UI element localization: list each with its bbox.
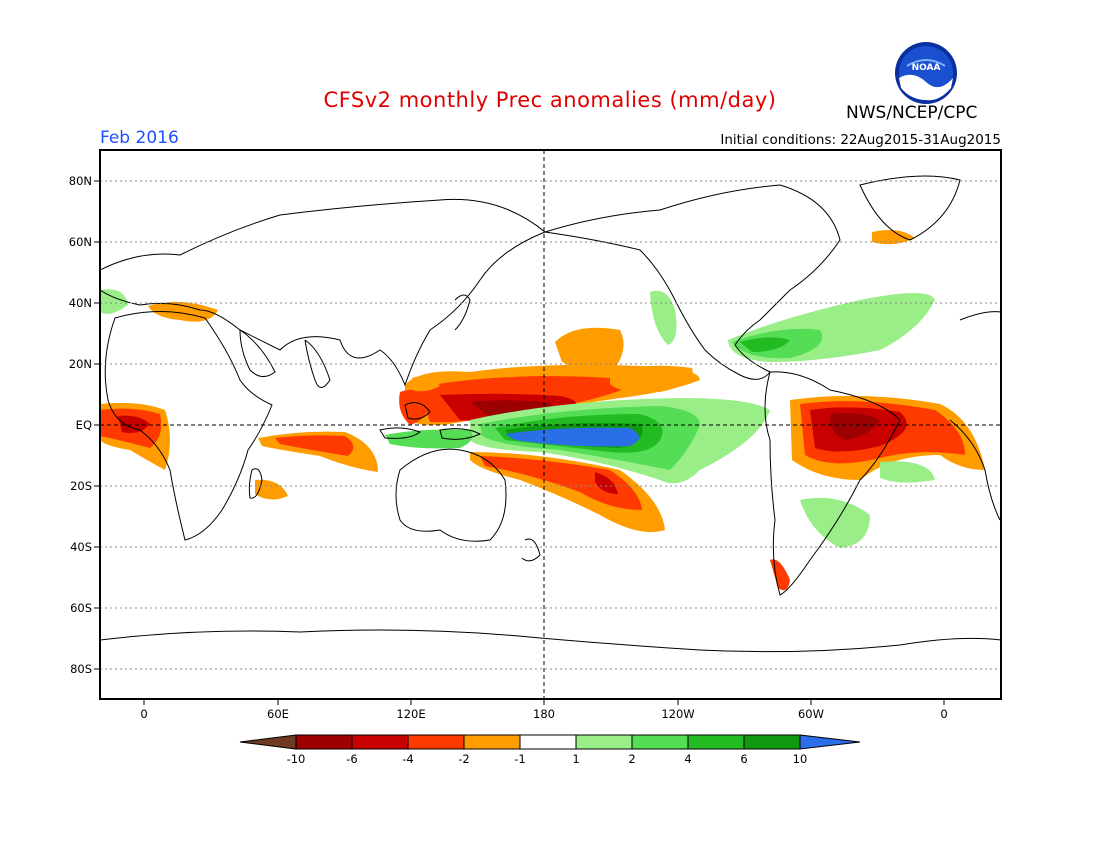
colorbar-label: 4 — [684, 752, 691, 766]
colorbar: -10 -6 -4 -2 -1 1 2 4 6 10 — [239, 734, 861, 766]
lat-label: 60N — [69, 235, 92, 249]
lon-label: 120W — [661, 707, 694, 721]
colorbar-label: -6 — [346, 752, 357, 766]
lat-label: 20S — [70, 479, 92, 493]
lon-label: 60W — [798, 707, 824, 721]
lat-label: 80S — [70, 662, 92, 676]
chart-title: CFSv2 monthly Prec anomalies (mm/day) — [323, 88, 777, 112]
colorbar-label: -2 — [458, 752, 469, 766]
anomaly-region-npac-dry-2 — [610, 365, 693, 393]
anomaly-region-satl-wet-2 — [880, 461, 935, 483]
colorbar-bin — [407, 734, 465, 750]
noaa-logo-text: NOAA — [912, 63, 941, 73]
coastlines — [100, 175, 1001, 653]
lat-gridlines — [100, 180, 1001, 670]
colorbar-bin — [463, 734, 521, 750]
colorbar-label: 2 — [628, 752, 635, 766]
anomaly-region-chile-dry — [770, 559, 790, 591]
colorbar-label: -10 — [287, 752, 306, 766]
anomaly-region-africa-dry-strong — [118, 415, 150, 433]
anomaly-region-indian-dry-core — [275, 435, 354, 456]
target-month: Feb 2016 — [100, 128, 179, 148]
anomaly-region-natl-wet-3 — [740, 337, 790, 352]
anomaly-region-wnatl-wet — [100, 289, 128, 314]
anomaly-region-greenland-dry — [872, 230, 915, 245]
lon-label: 0 — [940, 707, 947, 721]
colorbar-bin — [295, 734, 353, 750]
lat-labels: 80N 60N 40N 20N EQ 20S 40S 60S 80S — [69, 174, 92, 676]
colorbar-label: -4 — [402, 752, 413, 766]
anomaly-region-madagascar-dry — [255, 479, 288, 500]
colorbar-bin — [519, 734, 577, 750]
colorbar-bin — [687, 734, 745, 750]
agency-label: NWS/NCEP/CPC — [846, 103, 978, 123]
anomaly-region-indonesia-dry — [399, 389, 430, 425]
anomaly-region-spac-dry-core — [480, 456, 642, 510]
anomaly-region-namerica-wet — [650, 290, 677, 345]
colorbar-label: 6 — [740, 752, 747, 766]
colorbar-bin — [575, 734, 633, 750]
lon-label: 120E — [396, 707, 425, 721]
lat-label: 80N — [69, 174, 92, 188]
lon-label: 180 — [533, 707, 555, 721]
noaa-logo-icon: NOAA — [895, 42, 957, 104]
colorbar-bin — [631, 734, 689, 750]
anomaly-region-spac-dry-strong — [595, 472, 618, 494]
anomaly-field — [100, 230, 985, 591]
anomaly-region-npac-dry — [555, 327, 624, 372]
lat-label: 60S — [70, 601, 92, 615]
anomaly-region-eqpac-wet-max — [505, 427, 639, 447]
initial-conditions: Initial conditions: 22Aug2015-31Aug2015 — [720, 132, 1001, 148]
anomaly-region-indonesia-wet — [385, 429, 473, 449]
colorbar-bin — [743, 734, 801, 750]
colorbar-label: -1 — [514, 752, 525, 766]
colorbar-bin — [351, 734, 409, 750]
anomaly-region-samerica-dry-max — [829, 412, 880, 440]
colorbar-below-min — [239, 734, 297, 750]
lat-label: EQ — [76, 418, 92, 432]
anomaly-region-satl-wet — [800, 497, 870, 548]
colorbar-above-max — [799, 734, 861, 750]
anomaly-region-scs-dry — [412, 376, 440, 392]
lat-label: 40S — [70, 540, 92, 554]
colorbar-label: 10 — [793, 752, 808, 766]
lat-label: 40N — [69, 296, 92, 310]
anomaly-region-wpac-dry-max — [470, 400, 555, 418]
axis-ticks — [94, 180, 945, 705]
lat-label: 20N — [69, 357, 92, 371]
lon-labels: 0 60E 120E 180 120W 60W 0 — [140, 707, 947, 721]
lon-label: 60E — [267, 707, 289, 721]
colorbar-label: 1 — [572, 752, 579, 766]
lon-label: 0 — [140, 707, 147, 721]
